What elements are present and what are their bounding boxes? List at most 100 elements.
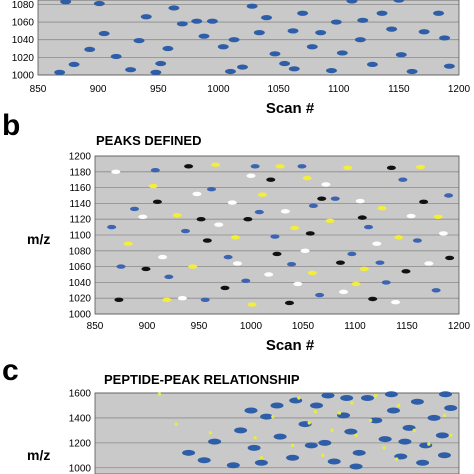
panel-c-data-point-peptide — [337, 411, 342, 415]
panel-b-data-point-black — [386, 165, 396, 171]
panel-b-data-point-yellow — [377, 205, 387, 211]
panel-b-data-point-blue — [364, 224, 374, 230]
panel-c-data-point-peptide — [350, 401, 354, 405]
panel-a-data-point-blue — [168, 5, 180, 11]
panel-a-data-point-blue — [376, 10, 388, 16]
panel-b-data-point-black — [445, 255, 455, 261]
panel-c-data-point-blue — [437, 452, 451, 459]
panel-b: b PEAKS DEFINED m/z 1000 1020 1040 1060 1080… — [2, 109, 471, 354]
panel-b-data-point-blue — [150, 168, 160, 173]
panel-c-letter: c — [2, 354, 19, 387]
panel-a-x-axis-title: Scan # — [266, 100, 315, 117]
panel-c-data-point-blue — [208, 438, 222, 445]
panel-c-data-point-peptide — [208, 431, 213, 435]
panel-c-y-axis-title: m/z — [27, 447, 50, 463]
panel-a-data-point-blue — [287, 28, 299, 34]
panel-c-data-point-blue — [444, 404, 458, 411]
panel-b-data-point-white — [111, 169, 121, 174]
panel-b-data-point-black — [152, 199, 162, 205]
panel-a-data-point-blue — [306, 44, 318, 50]
panel-b-data-point-yellow — [188, 264, 198, 269]
panel-b-data-point-yellow — [230, 235, 240, 240]
panel-b-data-point-yellow — [359, 266, 369, 272]
panel-b-data-point-blue — [164, 274, 174, 280]
panel-c-data-point-blue — [427, 414, 441, 421]
panel-b-data-point-yellow — [162, 297, 172, 302]
panel-a-x-tick-label: 1150 — [388, 84, 410, 95]
panel-b-data-point-black — [368, 296, 378, 302]
panel-a-y-tick-label: 1020 — [12, 53, 35, 64]
panel-c-data-point-peptide — [307, 421, 311, 425]
panel-a-data-point-blue — [236, 64, 248, 70]
panel-c-data-point-peptide — [412, 428, 416, 433]
panel-b-data-point-yellow — [416, 164, 426, 170]
panel-a-data-point-blue — [433, 10, 445, 16]
panel-b-data-point-black — [284, 300, 294, 306]
panel-c-data-point-blue — [352, 449, 366, 456]
panel-b-data-point-white — [406, 213, 416, 219]
panel-b-x-axis-title: Scan # — [266, 337, 315, 354]
panel-a-data-point-blue — [162, 45, 174, 52]
panel-b-data-point-blue — [308, 203, 318, 208]
panel-b-data-point-black — [141, 266, 151, 272]
panel-b-data-point-blue — [431, 288, 441, 293]
panel-c-data-point-blue — [416, 459, 430, 466]
panel-a-data-point-blue — [261, 15, 273, 21]
panel-a-data-point-blue — [253, 30, 265, 36]
panel-a-x-tick-label: 1100 — [328, 84, 350, 95]
panel-b-data-point-blue — [130, 206, 140, 212]
panel-a-marks — [54, 0, 455, 75]
panel-c-data-point-blue — [197, 457, 211, 464]
panel-a-frame — [37, 0, 460, 76]
panel-a-data-point-blue — [206, 18, 218, 24]
panel-b-data-point-yellow — [394, 235, 404, 240]
panel-c-data-point-peptide — [321, 453, 325, 458]
panel-b-data-point-black — [357, 215, 367, 220]
panel-b-data-point-black — [317, 196, 327, 201]
panel-c-data-point-peptide — [448, 433, 453, 438]
panel-c-title: PEPTIDE-PEAK RELATIONSHIP — [104, 372, 300, 387]
panel-b-data-point-blue — [223, 254, 233, 260]
panel-b-y-ticks: 1000 1020 1040 1060 1080 1100 1120 1140 1160 1180… — [69, 152, 92, 321]
panel-b-data-point-black — [114, 297, 124, 302]
panel-b-y-tick-label: 1200 — [69, 152, 92, 163]
panel-a: 1000 1020 1040 1060 1080 850 900 950 1000 1050 11… — [12, 0, 471, 117]
panel-b-data-point-yellow — [148, 183, 158, 189]
panel-b-letter: b — [2, 109, 20, 142]
panel-b-data-point-white — [232, 261, 242, 266]
panel-c-data-point-peptide — [374, 393, 378, 398]
panel-c-data-point-blue — [398, 438, 412, 445]
panel-c-data-point-peptide — [330, 428, 334, 433]
panel-c-data-point-peptide — [368, 418, 373, 423]
panel-c-data-point-peptide — [297, 396, 301, 400]
panel-c-y-ticks: 1000 1200 1400 1600 — [69, 389, 92, 474]
panel-c-data-point-blue — [310, 402, 324, 409]
panel-b-data-point-black — [401, 269, 411, 274]
panel-a-y-tick-label: 1000 — [12, 71, 35, 82]
panel-b-x-tick-label: 1000 — [240, 321, 263, 332]
panel-b-data-point-blue — [398, 177, 408, 182]
panel-c-data-point-blue — [340, 394, 354, 401]
panel-b-data-point-white — [424, 261, 434, 266]
panel-a-data-point-blue — [406, 68, 418, 75]
panel-a-data-point-blue — [110, 53, 122, 60]
panel-b-title: PEAKS DEFINED — [96, 133, 201, 148]
panel-c-data-point-peptide — [290, 443, 295, 448]
panel-a-data-point-blue — [439, 35, 451, 41]
panel-c-data-point-blue — [435, 432, 449, 439]
panel-b-data-point-white — [246, 173, 256, 178]
panel-b-data-point-white — [321, 182, 331, 187]
panel-a-x-tick-label: 1050 — [267, 84, 290, 95]
panel-c-data-point-blue — [244, 407, 258, 414]
panel-b-data-point-white — [339, 289, 349, 295]
panel-b-x-tick-label: 1200 — [448, 321, 471, 332]
panel-b-data-point-black — [335, 260, 345, 265]
panel-b-y-tick-label: 1100 — [69, 231, 91, 242]
panel-b-data-point-blue — [287, 262, 297, 267]
panel-a-data-point-blue — [393, 0, 405, 3]
panel-b-y-tick-label: 1080 — [69, 246, 92, 257]
panel-b-frame — [94, 155, 460, 315]
panel-c-grid — [94, 392, 460, 474]
panel-b-data-point-blue — [270, 234, 280, 239]
panel-a-y-tick-label: 1080 — [12, 0, 35, 11]
